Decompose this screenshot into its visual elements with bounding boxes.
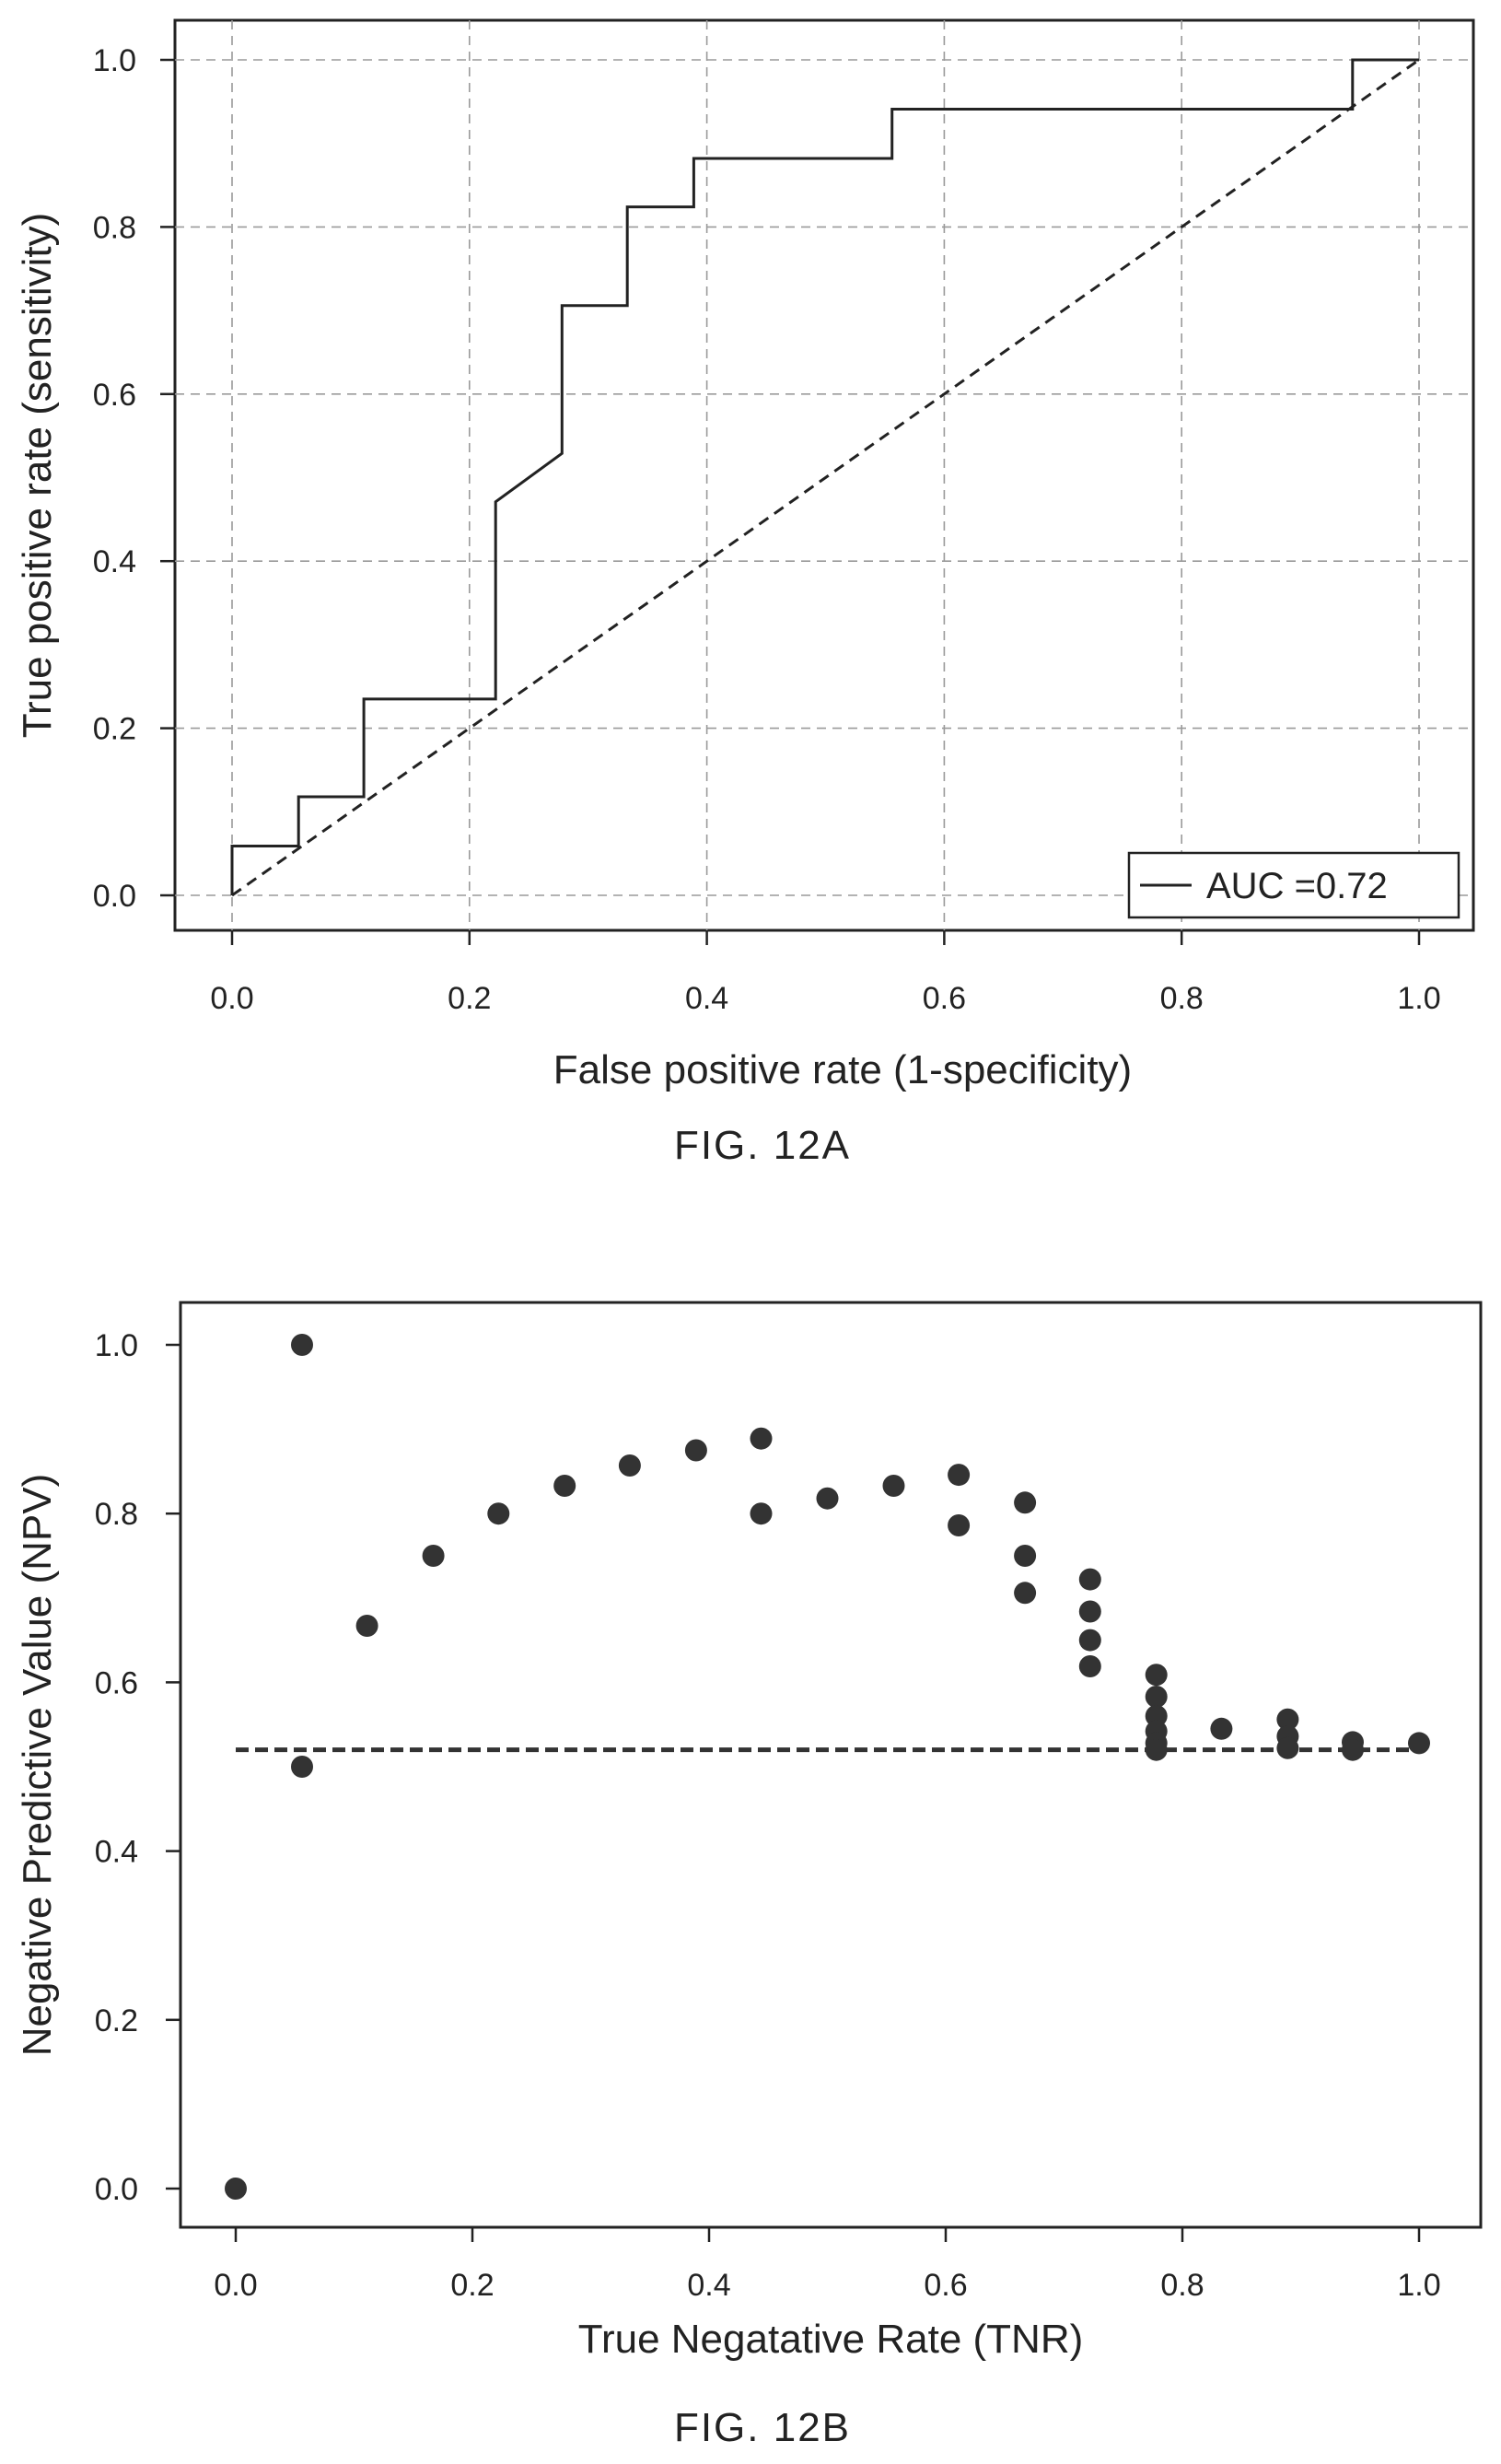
npv-data-point: [948, 1464, 971, 1487]
roc-y-tick-label: 1.0: [93, 43, 136, 78]
npv-axis-ticks: 0.0 0.2 0.4 0.6 0.8 1.0 0.0 0.2 0.4 0.6 0.8 1.0: [95, 1328, 1441, 2303]
npv-data-point: [1145, 1686, 1168, 1708]
npv-data-point: [618, 1454, 641, 1477]
npv-data-point: [1210, 1717, 1233, 1740]
npv-data-point: [1276, 1708, 1299, 1731]
npv-data-point: [1014, 1582, 1037, 1605]
npv-data-point: [1014, 1491, 1037, 1514]
npv-x-tick-label: 0.6: [924, 2268, 967, 2303]
npv-data-point: [882, 1475, 905, 1497]
roc-y-tick-label: 0.4: [93, 544, 136, 579]
roc-curve: [230, 58, 1419, 895]
roc-legend: AUC =0.72: [1127, 851, 1460, 919]
roc-chance-diagonal: [231, 58, 1420, 897]
npv-y-axis-label: Negative Predictive Value (NPV): [15, 1474, 60, 2057]
npv-data-point: [291, 1334, 313, 1356]
npv-y-tick-label: 1.0: [95, 1328, 138, 1363]
roc-y-tick-label: 0.8: [93, 210, 136, 245]
npv-data-point: [1078, 1600, 1101, 1623]
npv-data-point: [487, 1502, 510, 1525]
npv-data-point: [1078, 1629, 1101, 1652]
npv-figure-caption: FIG. 12B: [674, 2405, 851, 2450]
npv-x-tick-label: 0.2: [450, 2268, 494, 2303]
npv-x-tick-label: 0.0: [214, 2268, 257, 2303]
npv-plot-frame: [179, 1301, 1483, 2229]
roc-y-tick-label: 0.0: [93, 879, 136, 914]
npv-data-point: [750, 1427, 773, 1450]
npv-data-point: [750, 1502, 773, 1525]
roc-x-tick-label: 0.0: [210, 981, 253, 1016]
roc-y-axis-label: True positive rate (sensitivity): [15, 213, 60, 739]
npv-y-tick-label: 0.6: [95, 1665, 138, 1700]
npv-data-point: [1145, 1664, 1168, 1687]
npv-points: [225, 1334, 1430, 2200]
npv-data-point: [1145, 1738, 1168, 1761]
roc-gridlines: [175, 20, 1473, 930]
npv-data-point: [1276, 1736, 1299, 1759]
roc-series: [230, 58, 1420, 897]
npv-data-point: [291, 1756, 313, 1778]
npv-data-point: [1145, 1705, 1168, 1727]
npv-x-axis-label: True Negatative Rate (TNR): [578, 2317, 1084, 2362]
roc-x-tick-label: 0.4: [685, 981, 728, 1016]
roc-legend-label: AUC =0.72: [1206, 866, 1388, 906]
npv-x-tick-label: 1.0: [1397, 2268, 1440, 2303]
npv-data-point: [684, 1439, 707, 1462]
npv-y-tick-label: 0.4: [95, 1835, 138, 1870]
roc-axis-ticks: 0.0 0.2 0.4 0.6 0.8 1.0 0.0 0.2 0.4 0.6 0.8 1.0: [93, 43, 1441, 1016]
roc-figure-caption: FIG. 12A: [674, 1123, 851, 1168]
npv-data-point: [355, 1615, 378, 1637]
roc-y-tick-label: 0.6: [93, 378, 136, 413]
npv-data-point: [948, 1514, 971, 1536]
npv-data-point: [422, 1545, 445, 1567]
npv-data-point: [1342, 1738, 1364, 1761]
roc-x-tick-label: 0.8: [1160, 981, 1204, 1016]
npv-x-tick-label: 0.8: [1160, 2268, 1204, 2303]
npv-y-tick-label: 0.8: [95, 1497, 138, 1532]
roc-chart: 0.0 0.2 0.4 0.6 0.8 1.0 0.0 0.2 0.4 0.6 0.8 1.0 AUC…: [15, 18, 1475, 1168]
npv-y-tick-label: 0.2: [95, 2003, 138, 2038]
roc-x-tick-label: 0.2: [448, 981, 491, 1016]
npv-data-point: [816, 1487, 839, 1510]
npv-data-point: [1078, 1568, 1101, 1591]
roc-y-tick-label: 0.2: [93, 712, 136, 747]
roc-x-tick-label: 0.6: [923, 981, 966, 1016]
npv-data-point: [1014, 1545, 1037, 1567]
npv-chart: 0.0 0.2 0.4 0.6 0.8 1.0 0.0 0.2 0.4 0.6 0.8 1.0 Tru…: [15, 1301, 1483, 2450]
npv-x-tick-label: 0.4: [687, 2268, 730, 2303]
roc-plot-frame: [173, 18, 1475, 932]
npv-data-point: [1078, 1655, 1101, 1677]
npv-data-point: [1408, 1732, 1430, 1755]
npv-y-tick-label: 0.0: [95, 2172, 138, 2207]
roc-x-axis-label: False positive rate (1-specificity): [553, 1047, 1132, 1092]
npv-data-point: [225, 2178, 247, 2200]
roc-x-tick-label: 1.0: [1397, 981, 1440, 1016]
npv-data-point: [553, 1475, 576, 1497]
